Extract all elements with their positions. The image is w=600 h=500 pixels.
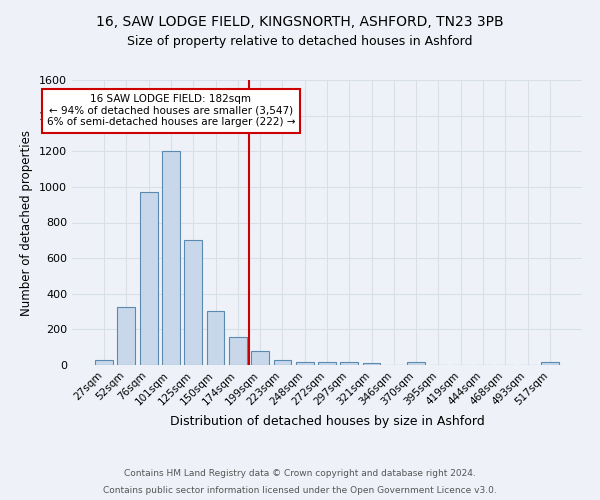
Bar — [95, 360, 113, 365]
Bar — [251, 351, 269, 365]
Bar — [118, 307, 136, 365]
X-axis label: Distribution of detached houses by size in Ashford: Distribution of detached houses by size … — [170, 415, 484, 428]
Bar — [296, 362, 314, 365]
Bar — [274, 360, 292, 365]
Text: Contains HM Land Registry data © Crown copyright and database right 2024.: Contains HM Land Registry data © Crown c… — [124, 468, 476, 477]
Bar — [407, 362, 425, 365]
Text: 16, SAW LODGE FIELD, KINGSNORTH, ASHFORD, TN23 3PB: 16, SAW LODGE FIELD, KINGSNORTH, ASHFORD… — [96, 15, 504, 29]
Bar — [229, 338, 247, 365]
Bar — [318, 362, 336, 365]
Bar — [206, 310, 224, 365]
Bar — [184, 240, 202, 365]
Bar — [162, 151, 180, 365]
Text: Size of property relative to detached houses in Ashford: Size of property relative to detached ho… — [127, 35, 473, 48]
Text: 16 SAW LODGE FIELD: 182sqm
← 94% of detached houses are smaller (3,547)
6% of se: 16 SAW LODGE FIELD: 182sqm ← 94% of deta… — [47, 94, 295, 128]
Bar — [541, 362, 559, 365]
Bar — [340, 362, 358, 365]
Bar — [362, 363, 380, 365]
Text: Contains public sector information licensed under the Open Government Licence v3: Contains public sector information licen… — [103, 486, 497, 495]
Bar — [140, 192, 158, 365]
Y-axis label: Number of detached properties: Number of detached properties — [20, 130, 34, 316]
